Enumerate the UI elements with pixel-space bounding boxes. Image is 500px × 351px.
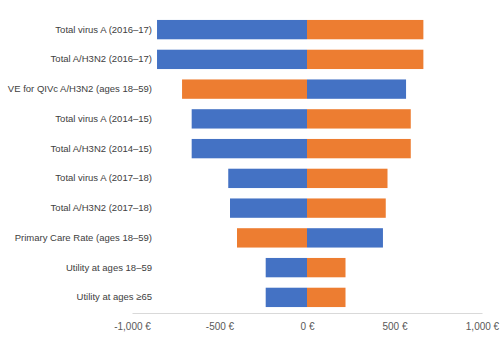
chart: -1,000 € -500 € 0 € 500 € 1,000 € Total virus…	[0, 0, 500, 351]
bar	[307, 79, 406, 98]
y-axis: Total virus A (2016–17) Total A/H3N2 (201…	[8, 24, 152, 303]
bar	[192, 109, 307, 128]
category-label: Total virus A (2016–17)	[55, 24, 152, 35]
category-label: VE for QIVc A/H3N2 (ages 18–59)	[8, 83, 152, 94]
category-label: Total virus A (2017–18)	[55, 172, 152, 183]
category-label: Utility at ages ≥65	[77, 291, 152, 302]
bar	[230, 198, 307, 217]
bar	[307, 258, 346, 277]
bar	[157, 20, 307, 39]
y-tick: Total virus A (2014–15)	[55, 113, 152, 124]
bar	[307, 139, 411, 158]
x-tick: 0 €	[301, 313, 315, 332]
y-tick: Total A/H3N2 (2016–17)	[51, 53, 152, 64]
category-label: Total A/H3N2 (2016–17)	[51, 53, 152, 64]
bar	[307, 228, 383, 247]
bar	[307, 109, 411, 128]
y-tick: Total A/H3N2 (2014–15)	[51, 143, 152, 154]
bar	[237, 228, 307, 247]
bar	[192, 139, 307, 158]
bar	[307, 50, 423, 69]
x-tick-label: 500 €	[382, 321, 407, 332]
x-tick: -500 €	[206, 313, 235, 332]
x-tick-label: -500 €	[206, 321, 235, 332]
bars	[157, 20, 423, 307]
bar	[307, 169, 388, 188]
bar	[307, 288, 346, 307]
x-tick-label: -1,000 €	[114, 321, 151, 332]
category-label: Total A/H3N2 (2014–15)	[51, 143, 152, 154]
x-tick-label: 1,000 €	[466, 321, 500, 332]
x-tick: 1,000 €	[466, 313, 500, 332]
bar	[157, 50, 307, 69]
x-tick: -1,000 €	[114, 313, 151, 332]
x-axis-line	[133, 313, 483, 314]
x-tick-label: 0 €	[301, 321, 315, 332]
bar	[307, 198, 386, 217]
y-tick: Total A/H3N2 (2017–18)	[51, 202, 152, 213]
category-label: Primary Care Rate (ages 18–59)	[15, 232, 152, 243]
category-label: Total A/H3N2 (2017–18)	[51, 202, 152, 213]
bar	[307, 20, 423, 39]
bar	[266, 258, 307, 277]
x-axis: -1,000 € -500 € 0 € 500 € 1,000 €	[114, 313, 499, 332]
y-tick: Utility at ages ≥65	[77, 291, 152, 302]
y-tick: Total virus A (2016–17)	[55, 24, 152, 35]
bar	[182, 79, 307, 98]
bar	[266, 288, 307, 307]
bar	[228, 169, 307, 188]
category-label: Utility at ages 18–59	[66, 262, 152, 273]
x-tick: 500 €	[382, 313, 407, 332]
category-label: Total virus A (2014–15)	[55, 113, 152, 124]
y-tick: VE for QIVc A/H3N2 (ages 18–59)	[8, 83, 152, 94]
y-tick: Utility at ages 18–59	[66, 262, 152, 273]
y-tick: Total virus A (2017–18)	[55, 172, 152, 183]
y-tick: Primary Care Rate (ages 18–59)	[15, 232, 152, 243]
